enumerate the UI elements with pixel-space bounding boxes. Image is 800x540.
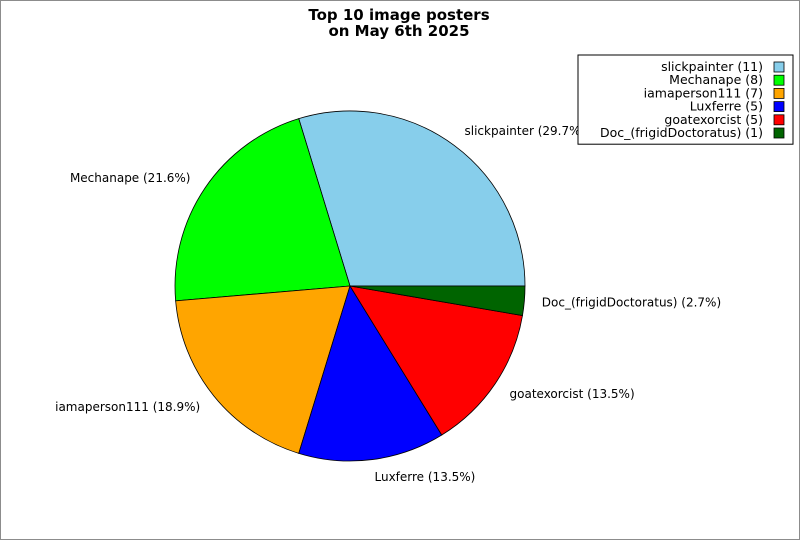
pie-slice-goatexorcist [349, 285, 523, 436]
legend-swatch-slickpainter [773, 61, 785, 73]
pie-slice-mechanape [174, 118, 351, 302]
legend: slickpainter (11)Mechanape (8)iamaperson… [577, 54, 794, 145]
legend-swatch-mechanape [773, 74, 785, 86]
legend-swatch-doc-frigiddoctoratus [773, 127, 785, 139]
pie-slices [174, 110, 526, 462]
chart-title-line-2: on May 6th 2025 [328, 22, 469, 40]
pie-slice-label-slickpainter: slickpainter (29.7%) [465, 124, 586, 138]
pie-slice-luxferre [298, 285, 443, 462]
legend-label-goatexorcist: goatexorcist (5) [664, 112, 763, 127]
pie-slice-slickpainter [298, 110, 526, 287]
legend-swatch-luxferre [773, 101, 785, 112]
legend-label-iamaperson111: iamaperson111 (7) [644, 85, 763, 100]
legend-label-mechanape: Mechanape (8) [669, 72, 763, 87]
pie-slice-label-doc-frigiddoctoratus: Doc_(frigidDoctoratus) (2.7%) [542, 295, 721, 309]
chart-title-line-1: Top 10 image posters [308, 6, 489, 24]
pie-slice-doc-frigiddoctoratus [349, 285, 526, 317]
pie-slice-label-luxferre: Luxferre (13.5%) [375, 470, 476, 484]
legend-label-doc-frigiddoctoratus: Doc_(frigidDoctoratus) (1) [600, 125, 763, 140]
chart-title: Top 10 image posters on May 6th 2025 [308, 6, 489, 40]
pie-slice-label-iamaperson111: iamaperson111 (18.9%) [55, 400, 200, 414]
legend-label-slickpainter: slickpainter (11) [661, 59, 763, 74]
pie-slice-labels: slickpainter (29.7%) Mechanape (21.6%) iam… [55, 124, 721, 484]
pie-slice-label-mechanape: Mechanape (21.6%) [70, 171, 191, 185]
pie-slice-label-goatexorcist: goatexorcist (13.5%) [510, 387, 635, 401]
legend-swatch-iamaperson111 [773, 88, 785, 99]
pie-slice-iamaperson111 [175, 285, 351, 454]
legend-label-luxferre: Luxferre (5) [690, 99, 763, 114]
legend-frame [577, 54, 794, 145]
legend-swatch-goatexorcist [773, 114, 785, 126]
